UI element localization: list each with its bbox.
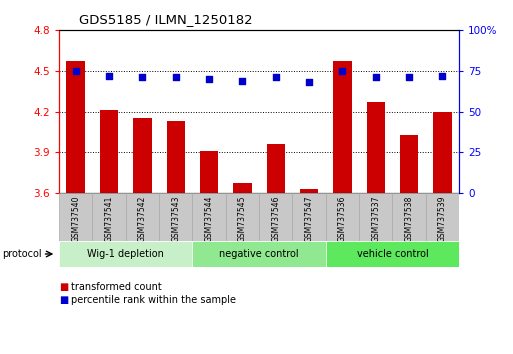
Text: GSM737543: GSM737543 <box>171 195 180 242</box>
Point <box>438 73 446 79</box>
Bar <box>367 102 385 193</box>
Text: GDS5185 / ILMN_1250182: GDS5185 / ILMN_1250182 <box>79 13 252 26</box>
Text: vehicle control: vehicle control <box>357 249 428 259</box>
Point <box>171 74 180 80</box>
Text: GSM737539: GSM737539 <box>438 195 447 242</box>
Text: GSM737544: GSM737544 <box>205 195 213 242</box>
Bar <box>226 193 259 241</box>
Point <box>405 74 413 80</box>
Text: percentile rank within the sample: percentile rank within the sample <box>71 295 236 305</box>
Bar <box>326 241 459 267</box>
Bar <box>426 193 459 241</box>
Point <box>138 74 146 80</box>
Text: Wig-1 depletion: Wig-1 depletion <box>87 249 164 259</box>
Text: GSM737547: GSM737547 <box>305 195 313 242</box>
Text: protocol: protocol <box>3 249 42 259</box>
Text: negative control: negative control <box>219 249 299 259</box>
Bar <box>167 121 185 193</box>
Bar <box>233 183 251 193</box>
Text: GSM737540: GSM737540 <box>71 195 80 242</box>
Text: transformed count: transformed count <box>71 282 162 292</box>
Text: GSM737537: GSM737537 <box>371 195 380 242</box>
Point <box>338 68 346 74</box>
Point <box>205 76 213 82</box>
Bar <box>267 144 285 193</box>
Bar <box>433 112 451 193</box>
Text: GSM737545: GSM737545 <box>238 195 247 242</box>
Point <box>271 74 280 80</box>
Bar <box>300 189 318 193</box>
Bar <box>400 135 418 193</box>
Text: GSM737541: GSM737541 <box>105 195 113 242</box>
Bar <box>326 193 359 241</box>
Bar <box>100 110 118 193</box>
Bar <box>159 193 192 241</box>
Bar <box>259 193 292 241</box>
Bar <box>192 193 226 241</box>
Text: GSM737542: GSM737542 <box>138 195 147 242</box>
Bar <box>200 151 218 193</box>
Text: ■: ■ <box>59 282 68 292</box>
Bar <box>359 193 392 241</box>
Bar <box>59 241 192 267</box>
Text: GSM737536: GSM737536 <box>338 195 347 242</box>
Point <box>371 74 380 80</box>
Text: GSM737538: GSM737538 <box>405 195 413 242</box>
Point <box>105 73 113 79</box>
Bar <box>126 193 159 241</box>
Bar <box>292 193 326 241</box>
Bar <box>333 61 351 193</box>
Point <box>238 78 246 84</box>
Bar <box>392 193 426 241</box>
Point <box>71 68 80 74</box>
Point <box>305 79 313 85</box>
Bar <box>67 61 85 193</box>
Bar <box>92 193 126 241</box>
Text: ■: ■ <box>59 295 68 305</box>
Bar <box>133 118 151 193</box>
Bar <box>59 193 92 241</box>
Bar <box>192 241 326 267</box>
Text: GSM737546: GSM737546 <box>271 195 280 242</box>
